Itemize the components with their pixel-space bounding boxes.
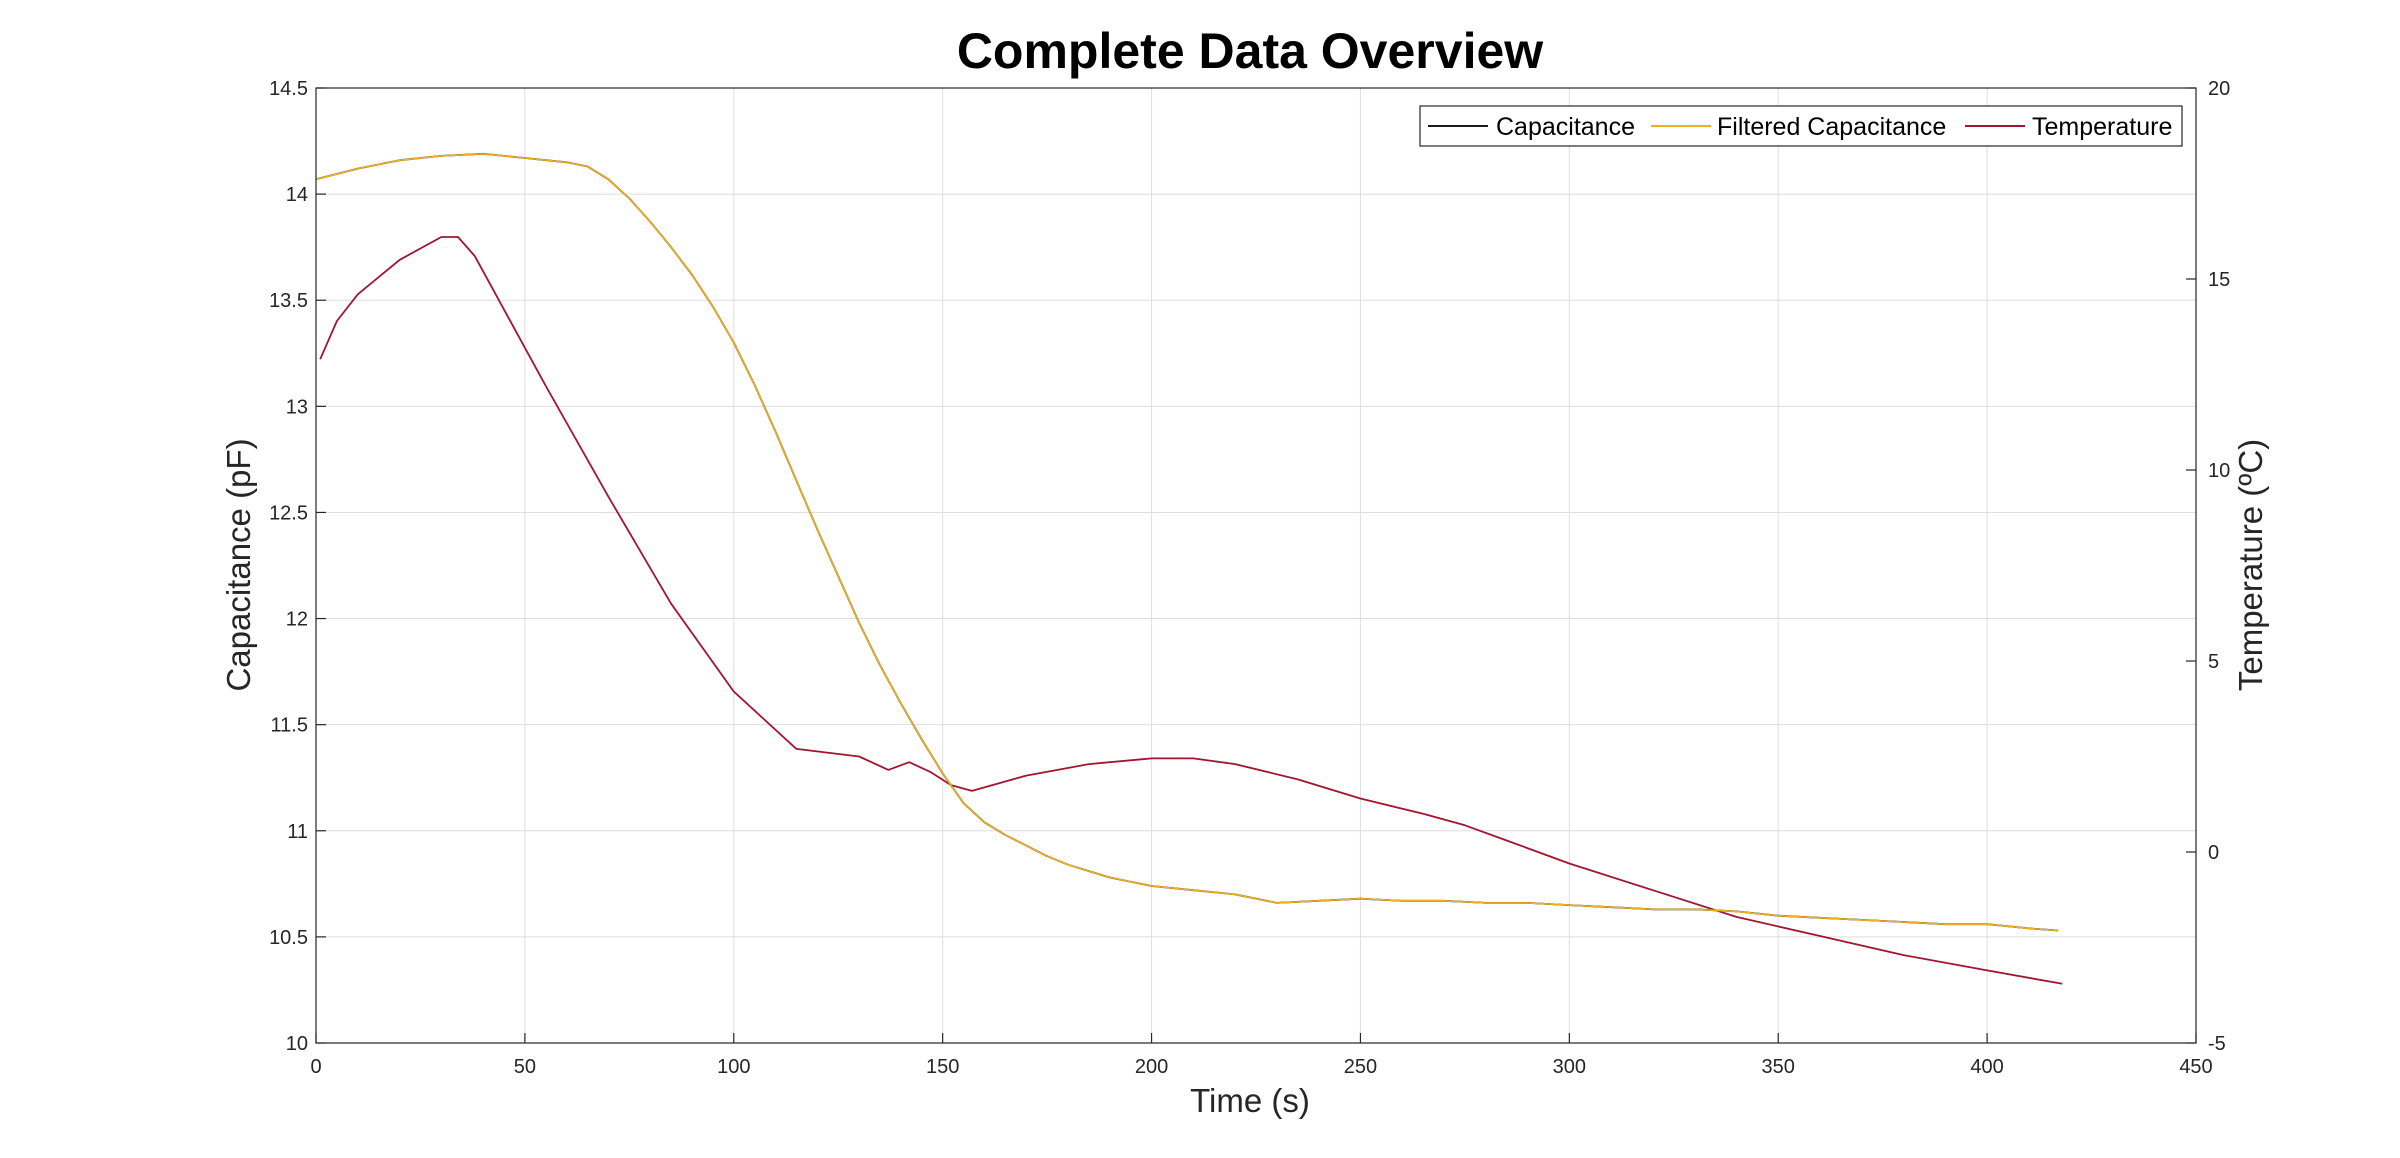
x-tick-label: 200 (1135, 1056, 1168, 1078)
x-axis-label: Time (s) (1190, 1082, 1310, 1119)
y-left-tick-label: 13 (286, 396, 308, 418)
legend-label-filtered: Filtered Capacitance (1717, 113, 1946, 141)
y-axis-left-label: Capacitance (pF) (220, 438, 257, 691)
x-tick-label: 0 (310, 1056, 321, 1078)
legend-box (1419, 105, 2183, 147)
x-tick-label: 250 (1344, 1056, 1377, 1078)
plot-area-border (315, 87, 2197, 1044)
legend-label-temperature: Temperature (2032, 113, 2172, 141)
ticks: 0 50 100 150 200 250 300 350 400 4501010.51111.51… (269, 78, 2230, 1078)
y-right-tick-label: 15 (2208, 269, 2230, 291)
chart-title: Complete Data Overview (957, 23, 1543, 79)
y-left-tick-label: 14 (286, 184, 308, 206)
y-right-tick-label: -5 (2208, 1033, 2226, 1055)
x-tick-label: 400 (1970, 1056, 2003, 1078)
x-tick-label: 300 (1553, 1056, 1586, 1078)
y-left-tick-label: 13.5 (269, 290, 308, 312)
y-left-tick-label: 11 (287, 821, 308, 843)
y-right-tick-label: 10 (2208, 460, 2230, 482)
y-left-tick-label: 12 (286, 609, 308, 631)
y-left-tick-label: 10.5 (269, 927, 308, 949)
y-right-tick-label: 20 (2208, 78, 2230, 100)
x-tick-label: 100 (717, 1056, 750, 1078)
y-right-tick-label: 5 (2208, 651, 2219, 673)
y-left-tick-label: 12.5 (269, 502, 308, 524)
legend-label-capacitance: Capacitance (1496, 113, 1635, 141)
y-left-tick-label: 14.5 (269, 78, 308, 100)
series-layer (315, 152, 2063, 985)
series-line-temperature (319, 236, 2063, 985)
y-right-tick-label: 0 (2208, 842, 2219, 864)
x-tick-label: 450 (2179, 1056, 2212, 1078)
y-axis-right-label: Temperature (ºC) (2232, 439, 2269, 691)
y-left-tick-label: 11.5 (271, 715, 308, 737)
x-tick-label: 150 (926, 1056, 959, 1078)
x-tick-label: 50 (514, 1056, 536, 1078)
series-line-filtered (315, 153, 2059, 932)
legend: Capacitance Filtered Capacitance Tempera… (1419, 105, 2183, 147)
x-tick-label: 350 (1762, 1056, 1795, 1078)
y-left-tick-label: 10 (286, 1033, 308, 1055)
